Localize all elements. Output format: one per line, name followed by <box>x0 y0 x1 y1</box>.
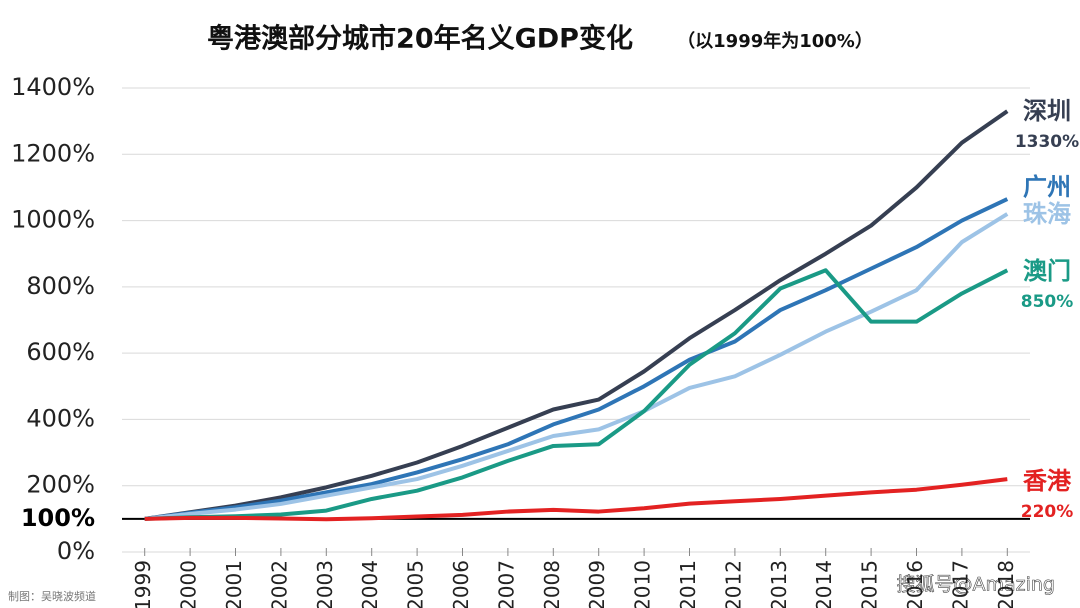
series-name: 澳门 <box>1023 257 1071 285</box>
x-tick-label: 2009 <box>585 560 609 608</box>
chart-title: 粤港澳部分城市20年名义GDP变化 <box>207 23 633 55</box>
y-tick-label: 0% <box>57 537 95 565</box>
x-tick-label: 2015 <box>858 560 882 608</box>
x-tick-label: 2018 <box>994 560 1018 608</box>
chart-subtitle: （以1999年为100%） <box>677 30 873 52</box>
y-tick-label: 1200% <box>11 139 95 167</box>
x-tick-label: 2017 <box>948 560 972 608</box>
y-tick-label: 200% <box>26 471 95 499</box>
x-tick-label: 1999 <box>131 560 155 608</box>
x-tick-label: 2005 <box>404 560 428 608</box>
series-line <box>144 197 1009 521</box>
x-tick-label: 2010 <box>631 560 655 608</box>
value-label: 1330% <box>1015 132 1079 152</box>
series-line <box>144 109 1009 521</box>
series-name: 珠海 <box>1023 200 1071 228</box>
y-tick-label: 1000% <box>11 206 95 234</box>
series-name: 深圳 <box>1023 97 1071 125</box>
x-tick-label: 2001 <box>222 560 246 608</box>
x-tick-label: 2011 <box>676 560 700 608</box>
series-line <box>144 268 1009 521</box>
x-tick-label: 2007 <box>494 560 518 608</box>
series-line <box>144 212 1009 521</box>
x-tick-label: 2012 <box>721 560 745 608</box>
x-tick-label: 2008 <box>540 560 564 608</box>
x-tick-label: 2004 <box>358 560 382 608</box>
x-tick-label: 2002 <box>267 560 291 608</box>
y-tick-label: 400% <box>26 404 95 432</box>
y-tick-label: 600% <box>26 338 95 366</box>
value-label: 850% <box>1021 292 1074 312</box>
watermark: 搜狐号@Amazing <box>896 574 1055 596</box>
series-name: 香港 <box>1023 467 1072 495</box>
y-tick-label: 1400% <box>11 73 95 101</box>
x-tick-label: 2016 <box>903 560 927 608</box>
x-tick-label: 2003 <box>313 560 337 608</box>
series-line <box>144 477 1008 522</box>
baseline-label: 100% <box>21 504 95 532</box>
x-tick-label: 2000 <box>177 560 201 608</box>
x-tick-label: 2013 <box>767 560 791 608</box>
footer: 制图：吴晓波频道 <box>8 589 96 603</box>
series-name: 广州 <box>1023 173 1071 201</box>
x-tick-label: 2014 <box>812 560 836 608</box>
y-tick-label: 800% <box>26 272 95 300</box>
x-tick-label: 2006 <box>449 560 473 608</box>
value-label: 220% <box>1021 502 1074 522</box>
